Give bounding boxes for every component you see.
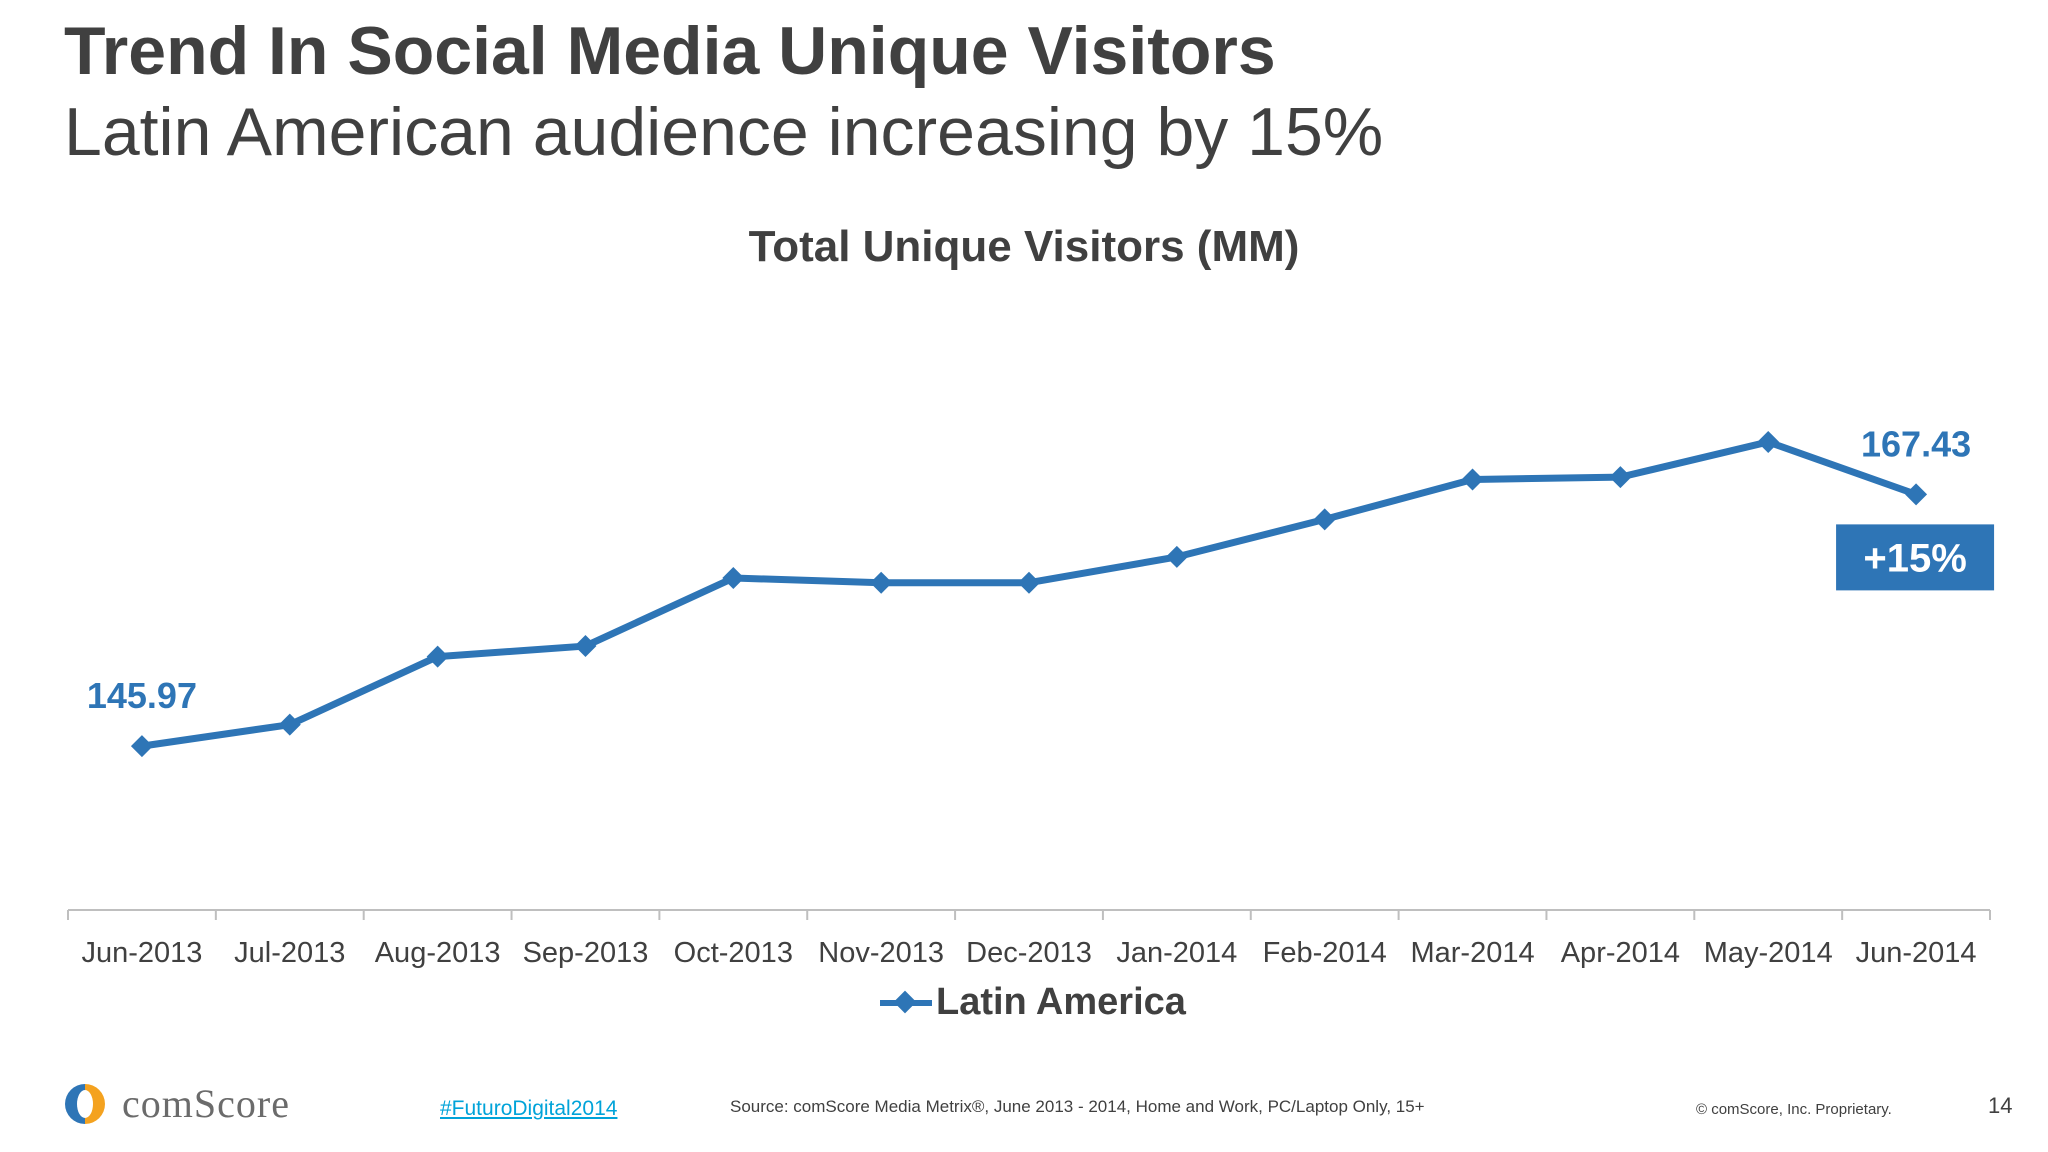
- x-tick-label: Jun-2014: [1856, 937, 1977, 969]
- copyright-note: © comScore, Inc. Proprietary.: [1696, 1101, 1892, 1118]
- data-point: [1757, 430, 1780, 453]
- series-line: [141, 438, 1918, 750]
- data-point: [1018, 571, 1040, 594]
- data-point: [1461, 468, 1484, 491]
- data-point: [1313, 508, 1336, 531]
- legend-marker-icon: [880, 990, 932, 1014]
- x-tick-label: Aug-2013: [375, 937, 501, 969]
- x-tick-label: Nov-2013: [818, 937, 944, 969]
- data-point: [278, 713, 301, 736]
- data-point: [1905, 483, 1928, 506]
- x-tick-label: May-2014: [1704, 937, 1833, 969]
- legend-label: Latin America: [936, 980, 1186, 1023]
- x-tick-label: Oct-2013: [674, 937, 793, 969]
- data-point: [1165, 545, 1188, 568]
- data-point: [1609, 466, 1632, 489]
- x-tick-label: Apr-2014: [1561, 937, 1680, 969]
- comscore-logo: comScore: [62, 1080, 290, 1127]
- x-tick-label: Feb-2014: [1263, 937, 1387, 969]
- data-point: [870, 571, 893, 594]
- data-label: 145.97: [87, 675, 197, 716]
- data-point: [722, 567, 745, 590]
- x-tick-label: Jun-2013: [81, 937, 202, 969]
- data-point: [130, 735, 153, 758]
- chart-title: Total Unique Visitors (MM): [748, 222, 1300, 271]
- slide-title: Trend In Social Media Unique Visitors: [64, 13, 1276, 89]
- data-point: [574, 635, 597, 658]
- x-tick-label: Dec-2013: [966, 937, 1092, 969]
- data-label: 167.43: [1861, 423, 1971, 464]
- x-tick-label: Sep-2013: [523, 937, 649, 969]
- page-number: 14: [1988, 1093, 2013, 1118]
- slide-subtitle: Latin American audience increasing by 15…: [64, 94, 1384, 170]
- callout-box: [1836, 524, 1995, 591]
- chart-legend: Latin America: [880, 972, 1186, 1032]
- callout-text: +15%: [1863, 536, 1966, 580]
- comscore-logo-icon: [65, 1083, 105, 1124]
- logo-text: comScore: [122, 1081, 290, 1126]
- data-point: [426, 645, 449, 668]
- x-tick-label: Jan-2014: [1116, 937, 1237, 969]
- source-note: Source: comScore Media Metrix®, June 201…: [730, 1097, 1425, 1116]
- hashtag-link[interactable]: #FuturoDigital2014: [440, 1097, 618, 1120]
- x-tick-label: Mar-2014: [1410, 937, 1534, 969]
- x-tick-label: Jul-2013: [234, 937, 345, 969]
